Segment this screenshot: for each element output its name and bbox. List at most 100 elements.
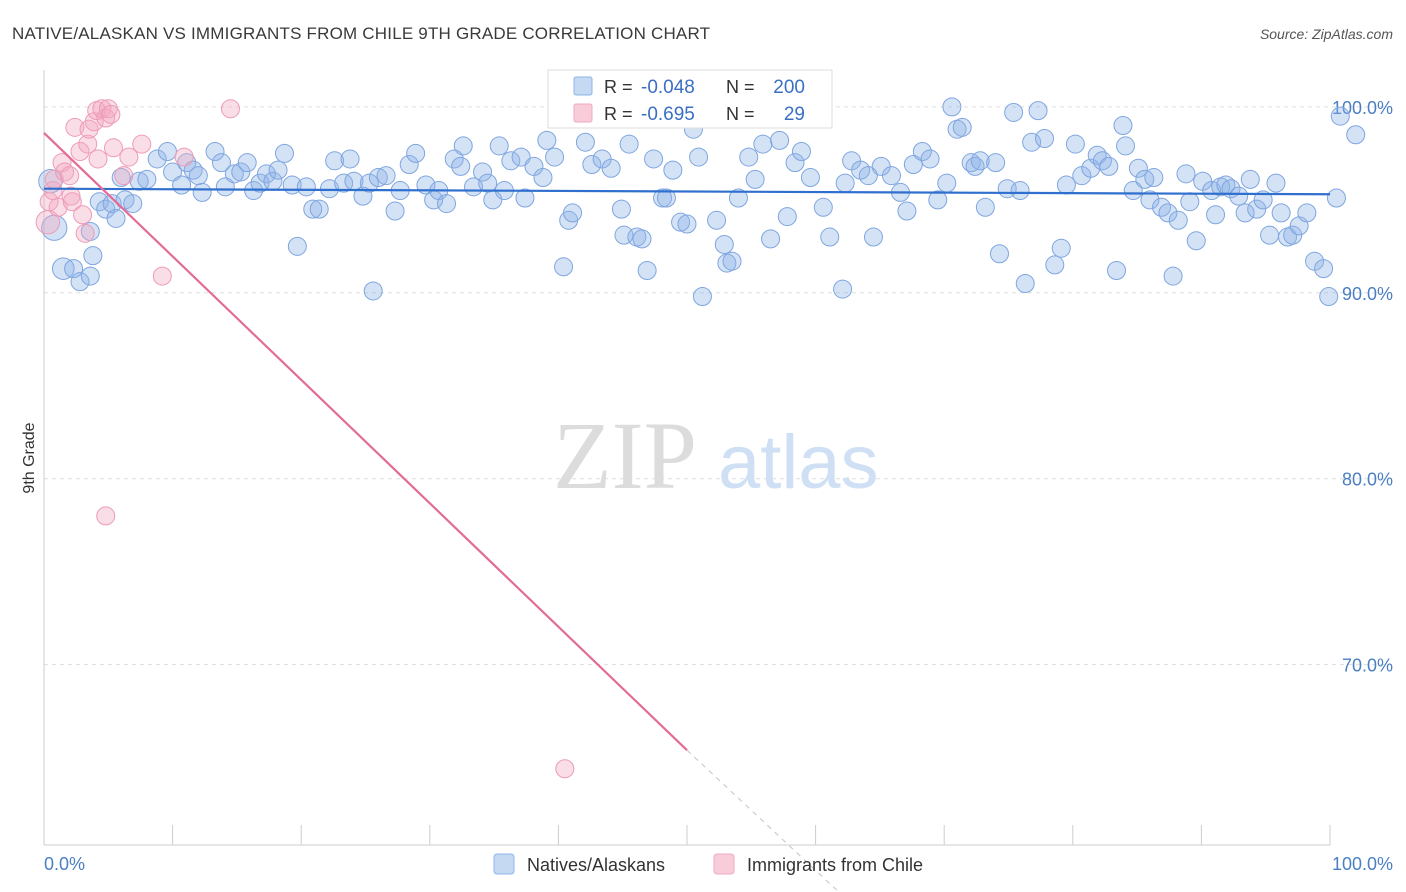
native-point-26 [211,153,231,173]
native-point-125 [912,142,932,162]
native-point-7 [83,246,103,266]
chile-point-11 [70,142,90,162]
native-point-104 [745,169,765,189]
stats-n-value-chile: 29 [784,104,805,125]
watermark-atlas: atlas [718,420,879,505]
native-point-167 [1180,192,1200,212]
native-point-163 [1158,203,1178,223]
native-point-49 [363,281,383,301]
native-point-103 [739,147,759,167]
chile-trend-extension [686,749,840,892]
native-point-101 [722,251,742,271]
native-point-154 [1107,261,1127,280]
x-tick-label-min: 0.0% [44,854,85,874]
native-point-107 [770,130,790,150]
stats-legend-swatch-chile [573,103,593,123]
native-point-41 [309,199,329,219]
native-point-147 [1056,175,1076,195]
y-tick-label-2: 80.0% [1342,470,1393,490]
watermark: ZIP atlas [553,402,879,509]
chile-trend-line [43,132,688,751]
native-point-10 [102,194,122,214]
native-point-181 [1266,173,1286,193]
native-point-142 [1022,132,1042,152]
native-point-27 [215,177,235,197]
native-point-28 [224,164,244,184]
native-point-119 [863,227,883,247]
y-tick-label-1: 90.0% [1342,284,1393,304]
stats-n-label-natives: N = [726,77,755,97]
native-point-192 [1346,125,1366,145]
native-point-75 [545,147,565,167]
chile-point-12 [73,205,93,225]
native-point-71 [515,188,535,208]
chile-point-25 [119,147,139,167]
native-point-25 [205,142,225,162]
native-point-136 [986,153,1006,173]
native-point-188 [1314,259,1334,279]
native-point-108 [777,207,797,227]
native-point-18 [157,142,177,162]
chile-point-26 [132,134,152,154]
native-point-79 [575,132,595,152]
native-point-88 [637,261,657,280]
native-point-168 [1186,231,1206,251]
native-point-137 [989,244,1009,264]
native-point-111 [800,168,820,188]
native-point-5 [80,266,100,286]
native-point-144 [1035,128,1055,148]
native-point-91 [656,188,676,208]
native-point-2 [51,257,75,280]
native-point-128 [937,173,957,193]
chile-point-7 [60,166,80,186]
native-point-102 [728,188,748,208]
native-point-126 [920,149,940,169]
series-chile-points [35,99,575,779]
native-point-42 [319,179,339,199]
chile-point-22 [101,104,121,124]
native-point-45 [340,149,360,169]
native-point-146 [1051,238,1071,258]
native-point-158 [1128,158,1148,178]
legend-swatch-chile [713,853,735,875]
chile-point-30 [96,506,116,526]
native-point-64 [473,162,493,182]
native-point-177 [1240,169,1260,189]
native-point-143 [1028,101,1048,121]
native-point-171 [1206,205,1226,225]
native-point-99 [714,234,734,254]
native-point-139 [1004,102,1024,122]
natives-trend-line [43,187,1331,196]
chile-point-8 [61,186,81,206]
native-point-113 [820,227,840,247]
chile-point-19 [92,99,112,119]
native-point-94 [677,214,697,234]
chile-point-28 [174,147,194,167]
native-point-40 [303,199,323,219]
native-point-39 [296,177,316,197]
native-point-176 [1235,203,1255,223]
native-point-17 [147,149,167,169]
native-point-109 [785,153,805,173]
native-point-161 [1144,168,1164,188]
y-tick-label-3: 70.0% [1342,656,1393,676]
legend-label-chile: Immigrants from Chile [747,855,923,875]
native-point-83 [611,199,631,219]
native-point-48 [359,173,379,193]
stats-r-value-natives: -0.048 [641,77,695,98]
native-point-43 [325,151,345,171]
native-point-134 [970,151,990,171]
native-point-55 [406,143,426,163]
native-point-131 [952,117,972,137]
chile-point-29 [220,99,240,119]
native-point-50 [368,168,388,188]
native-point-80 [582,155,602,175]
native-point-22 [183,160,203,180]
native-point-97 [692,287,712,307]
native-point-164 [1163,266,1183,286]
native-point-29 [231,162,251,182]
native-point-70 [511,147,531,167]
legend-label-natives: Natives/Alaskans [527,855,665,875]
chile-point-4 [48,197,68,217]
